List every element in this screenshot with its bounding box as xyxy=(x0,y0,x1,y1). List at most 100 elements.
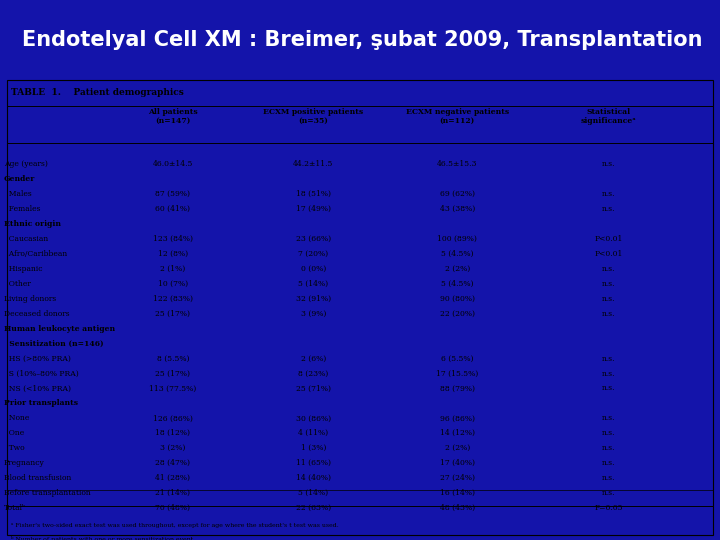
Text: 12 (8%): 12 (8%) xyxy=(158,250,188,258)
Text: 60 (41%): 60 (41%) xyxy=(156,205,190,213)
Text: P=0.05: P=0.05 xyxy=(594,504,623,512)
Text: 46.0±14.5: 46.0±14.5 xyxy=(153,160,193,168)
Text: Prior transplants: Prior transplants xyxy=(4,400,78,407)
Text: 87 (59%): 87 (59%) xyxy=(156,190,190,198)
Text: 32 (91%): 32 (91%) xyxy=(296,295,330,303)
Text: 18 (51%): 18 (51%) xyxy=(296,190,330,198)
Text: 21 (14%): 21 (14%) xyxy=(156,489,190,497)
Text: 25 (17%): 25 (17%) xyxy=(156,369,190,377)
Text: Deceased donors: Deceased donors xyxy=(4,310,69,318)
Text: 5 (14%): 5 (14%) xyxy=(298,280,328,288)
Text: 41 (28%): 41 (28%) xyxy=(156,474,190,482)
Text: 27 (24%): 27 (24%) xyxy=(440,474,474,482)
Text: 126 (86%): 126 (86%) xyxy=(153,414,193,422)
Text: 6 (5.5%): 6 (5.5%) xyxy=(441,355,474,362)
Text: 46.5±15.3: 46.5±15.3 xyxy=(437,160,477,168)
Text: 16 (14%): 16 (14%) xyxy=(440,489,474,497)
Text: ECXM positive patients
(n=35): ECXM positive patients (n=35) xyxy=(263,108,364,125)
Text: 10 (7%): 10 (7%) xyxy=(158,280,188,288)
Text: S (10%–80% PRA): S (10%–80% PRA) xyxy=(4,369,78,377)
Text: Males: Males xyxy=(4,190,32,198)
Text: Sensitization (n=146): Sensitization (n=146) xyxy=(4,340,103,348)
Text: P<0.01: P<0.01 xyxy=(594,250,623,258)
Text: ᵃ Fisher's two-sided exact test was used throughout, except for age where the st: ᵃ Fisher's two-sided exact test was used… xyxy=(11,523,338,528)
Text: n.s.: n.s. xyxy=(602,474,615,482)
Text: Totalᵇ: Totalᵇ xyxy=(4,504,26,512)
Text: All patients
(n=147): All patients (n=147) xyxy=(148,108,198,125)
Text: 90 (80%): 90 (80%) xyxy=(440,295,474,303)
Text: HS (>80% PRA): HS (>80% PRA) xyxy=(4,355,71,362)
Text: n.s.: n.s. xyxy=(602,280,615,288)
Text: Blood transfusion: Blood transfusion xyxy=(4,474,71,482)
Text: 5 (14%): 5 (14%) xyxy=(298,489,328,497)
Text: Pregnancy: Pregnancy xyxy=(4,459,45,467)
Text: Before transplantation: Before transplantation xyxy=(4,489,90,497)
Text: 2 (2%): 2 (2%) xyxy=(444,444,470,452)
Text: 2 (2%): 2 (2%) xyxy=(444,265,470,273)
Text: 44.2±11.5: 44.2±11.5 xyxy=(293,160,333,168)
Text: n.s.: n.s. xyxy=(602,355,615,362)
Text: 1 (3%): 1 (3%) xyxy=(300,444,326,452)
Text: 122 (83%): 122 (83%) xyxy=(153,295,193,303)
Text: P<0.01: P<0.01 xyxy=(594,235,623,243)
Text: n.s.: n.s. xyxy=(602,489,615,497)
Text: 14 (40%): 14 (40%) xyxy=(296,474,330,482)
Text: n.s.: n.s. xyxy=(602,384,615,393)
Text: n.s.: n.s. xyxy=(602,459,615,467)
Text: Ethnic origin: Ethnic origin xyxy=(4,220,60,228)
Text: 123 (84%): 123 (84%) xyxy=(153,235,193,243)
Text: n.s.: n.s. xyxy=(602,310,615,318)
Text: 5 (4.5%): 5 (4.5%) xyxy=(441,250,474,258)
Text: 43 (38%): 43 (38%) xyxy=(440,205,474,213)
Text: 88 (79%): 88 (79%) xyxy=(440,384,474,393)
Text: Age (years): Age (years) xyxy=(4,160,48,168)
Text: Caucasian: Caucasian xyxy=(4,235,48,243)
Text: Living donors: Living donors xyxy=(4,295,56,303)
Text: One: One xyxy=(4,429,24,437)
Text: 7 (20%): 7 (20%) xyxy=(298,250,328,258)
Text: Human leukocyte antigen: Human leukocyte antigen xyxy=(4,325,114,333)
Text: 48 (43%): 48 (43%) xyxy=(440,504,474,512)
Text: 25 (17%): 25 (17%) xyxy=(156,310,190,318)
Text: 28 (47%): 28 (47%) xyxy=(156,459,190,467)
Text: n.s.: n.s. xyxy=(602,205,615,213)
Text: n.s.: n.s. xyxy=(602,369,615,377)
Text: Hispanic: Hispanic xyxy=(4,265,42,273)
Text: 0 (0%): 0 (0%) xyxy=(300,265,326,273)
Text: 8 (23%): 8 (23%) xyxy=(298,369,328,377)
Text: 25 (71%): 25 (71%) xyxy=(296,384,330,393)
Text: None: None xyxy=(4,414,29,422)
Text: 8 (5.5%): 8 (5.5%) xyxy=(156,355,189,362)
Text: ECXM negative patients
(n=112): ECXM negative patients (n=112) xyxy=(405,108,509,125)
Text: Statistical
significanceᵃ: Statistical significanceᵃ xyxy=(580,108,636,125)
Text: TABLE  1.    Patient demographics: TABLE 1. Patient demographics xyxy=(11,88,184,97)
Text: Other: Other xyxy=(4,280,30,288)
Text: 17 (49%): 17 (49%) xyxy=(296,205,330,213)
Text: 17 (15.5%): 17 (15.5%) xyxy=(436,369,478,377)
Text: 4 (11%): 4 (11%) xyxy=(298,429,328,437)
Text: 70 (48%): 70 (48%) xyxy=(156,504,190,512)
Text: 22 (63%): 22 (63%) xyxy=(296,504,330,512)
Text: 5 (4.5%): 5 (4.5%) xyxy=(441,280,474,288)
Text: ᵇ Number of patients with one or more sensitization event.: ᵇ Number of patients with one or more se… xyxy=(11,536,195,540)
Text: 30 (86%): 30 (86%) xyxy=(296,414,330,422)
Text: NS (<10% PRA): NS (<10% PRA) xyxy=(4,384,71,393)
Text: Gender: Gender xyxy=(4,175,35,183)
Text: Afro/Caribbean: Afro/Caribbean xyxy=(4,250,67,258)
Text: 69 (62%): 69 (62%) xyxy=(440,190,474,198)
Text: 2 (1%): 2 (1%) xyxy=(160,265,186,273)
Text: 17 (40%): 17 (40%) xyxy=(440,459,474,467)
Text: Endotelyal Cell XM : Breimer, şubat 2009, Transplantation: Endotelyal Cell XM : Breimer, şubat 2009… xyxy=(22,30,702,50)
Text: n.s.: n.s. xyxy=(602,444,615,452)
Text: Two: Two xyxy=(4,444,24,452)
Text: n.s.: n.s. xyxy=(602,190,615,198)
Text: 96 (86%): 96 (86%) xyxy=(440,414,474,422)
Text: 3 (9%): 3 (9%) xyxy=(300,310,326,318)
Text: n.s.: n.s. xyxy=(602,160,615,168)
Text: 23 (66%): 23 (66%) xyxy=(296,235,330,243)
Text: 11 (65%): 11 (65%) xyxy=(296,459,330,467)
Text: 100 (89%): 100 (89%) xyxy=(437,235,477,243)
Text: 2 (6%): 2 (6%) xyxy=(300,355,326,362)
Text: n.s.: n.s. xyxy=(602,414,615,422)
Text: 113 (77.5%): 113 (77.5%) xyxy=(149,384,197,393)
